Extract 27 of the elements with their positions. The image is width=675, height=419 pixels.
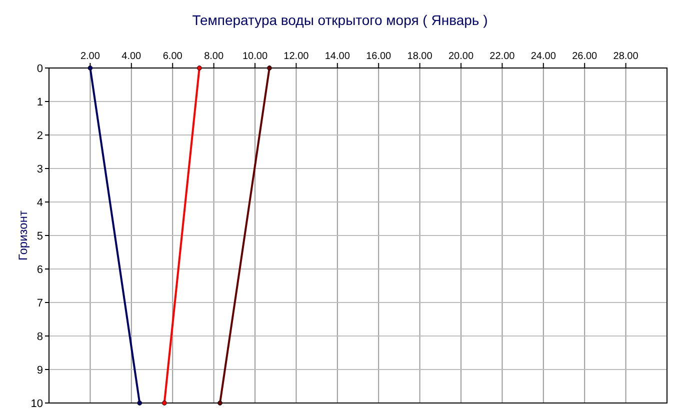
x-tick-label: 14.00 — [324, 51, 350, 62]
x-tick-label: 12.00 — [284, 51, 310, 62]
x-tick-label: 2.00 — [80, 51, 100, 62]
y-tick-label: 9 — [36, 364, 43, 376]
y-tick-label: 8 — [36, 331, 43, 343]
x-tick-label: 26.00 — [572, 51, 598, 62]
y-tick-label: 4 — [36, 197, 43, 209]
y-axis-title: Горизонт — [16, 210, 30, 260]
y-tick-label: 2 — [36, 130, 43, 142]
x-tick-label: 22.00 — [490, 51, 516, 62]
x-tick-label: 24.00 — [530, 51, 556, 62]
x-tick-label: 18.00 — [407, 51, 433, 62]
chart-title: Температура воды открытого моря ( Январь ) — [192, 12, 488, 28]
x-tick-label: 10.00 — [242, 51, 268, 62]
y-tick-label: 0 — [36, 63, 43, 75]
x-tick-label: 28.00 — [613, 51, 639, 62]
x-tick-label: 20.00 — [448, 51, 474, 62]
y-tick-label: 6 — [36, 264, 43, 276]
y-tick-label: 7 — [36, 298, 43, 310]
x-tick-label: 6.00 — [162, 51, 183, 62]
y-tick-label: 5 — [36, 230, 43, 242]
y-tick-label: 3 — [36, 164, 43, 176]
x-tick-label: 16.00 — [366, 51, 392, 62]
x-tick-label: 4.00 — [122, 51, 142, 62]
y-tick-label: 1 — [36, 96, 43, 108]
y-tick-label: 10 — [30, 398, 43, 410]
x-tick-label: 8.00 — [204, 51, 224, 62]
